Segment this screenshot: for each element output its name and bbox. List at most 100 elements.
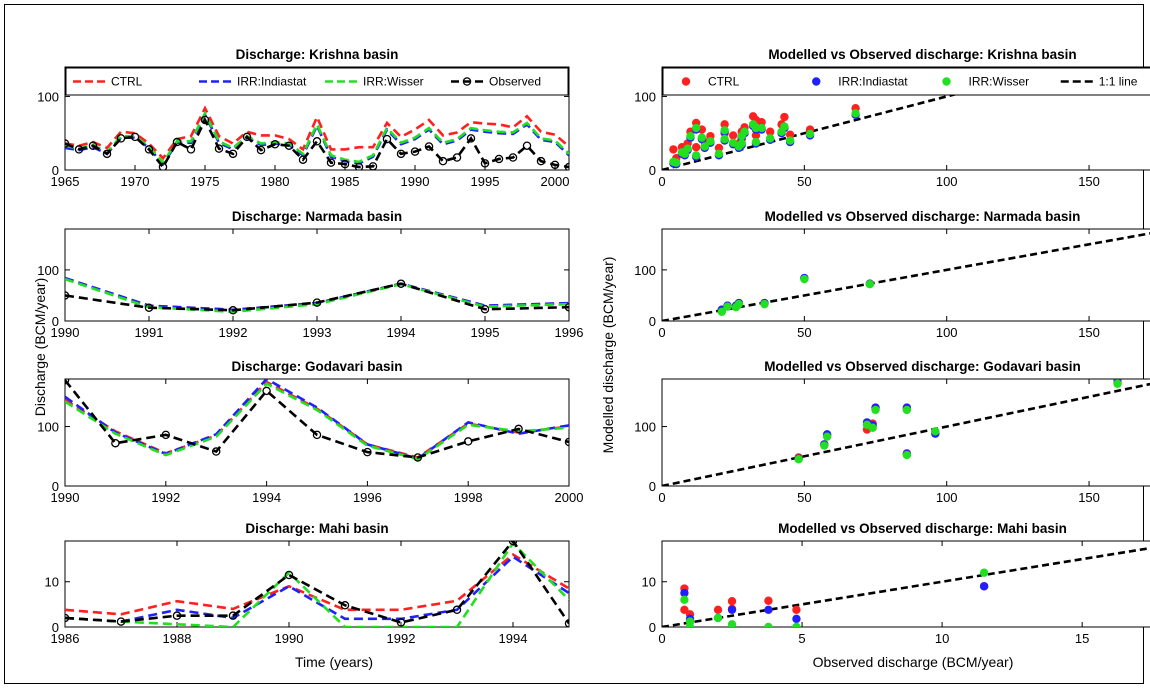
subplot-title: Modelled vs Observed discharge: Godavari… — [764, 359, 1081, 374]
observed-point — [463, 437, 473, 446]
x-tick-label: 100 — [936, 174, 958, 189]
scatter-point-ctrl — [691, 142, 701, 152]
scatter-point-ctrl — [785, 130, 795, 139]
scatter-point-irr-wisser — [706, 137, 715, 146]
y-tick-label: 0 — [649, 620, 656, 635]
subplot-title: Discharge: Narmada basin — [232, 209, 402, 224]
observed-point — [396, 618, 406, 627]
scatter-point-ctrl — [680, 605, 689, 614]
observed-point — [312, 137, 322, 146]
legend-label: CTRL — [708, 75, 740, 89]
scatter-point-irr-wisser — [764, 622, 773, 627]
observed-point — [186, 145, 196, 154]
y-tick-label: 100 — [37, 263, 59, 278]
scatter-point-irr-indiastat — [680, 588, 689, 598]
x-tick-label: 2000 — [541, 174, 570, 189]
y-tick-label: 100 — [634, 420, 656, 435]
left-ylabel: Discharge (BCM/year) — [32, 278, 48, 416]
observed-point — [424, 142, 434, 151]
x-tick-label: 1990 — [51, 490, 80, 505]
observed-point — [326, 158, 336, 167]
legend-dot-swatch — [812, 77, 821, 86]
scatter-point-irr-indiastat — [979, 582, 989, 591]
observed-point — [452, 605, 462, 615]
legend-label: IRR:Wisser — [969, 75, 1030, 89]
y-tick-label: 100 — [37, 89, 59, 104]
legend-label: CTRL — [111, 75, 143, 89]
scatter-point-irr-wisser — [686, 131, 695, 141]
y-tick-label: 100 — [37, 420, 59, 435]
x-tick-label: 1995 — [471, 325, 500, 340]
subplot-5: Modelled vs Observed discharge: Krishna … — [634, 47, 1150, 189]
observed-point — [410, 147, 420, 156]
series-line-observed — [65, 116, 569, 170]
legend-box — [65, 67, 569, 96]
x-tick-label: 1985 — [331, 174, 360, 189]
scatter-point-irr-wisser — [685, 622, 695, 627]
observed-point — [312, 430, 322, 440]
x-tick-label: 100 — [936, 325, 958, 340]
x-tick-label: 0 — [658, 325, 665, 340]
observed-point — [354, 162, 364, 170]
one-to-one-line — [662, 232, 1150, 321]
series-line-irr-wisser — [65, 110, 569, 165]
scatter-point-irr-wisser — [800, 274, 809, 284]
x-tick-label: 1990 — [275, 631, 304, 646]
observed-point — [144, 303, 154, 312]
x-tick-label: 1992 — [219, 325, 248, 340]
observed-point — [88, 141, 98, 150]
y-tick-label: 10 — [642, 575, 656, 590]
observed-point — [480, 159, 490, 168]
plot-area — [65, 379, 569, 462]
scatter-point-irr-wisser — [760, 299, 769, 309]
one-to-one-line — [662, 382, 1150, 486]
y-tick-label: 0 — [649, 163, 656, 178]
scatter-point-irr-wisser — [740, 127, 749, 136]
observed-point — [452, 153, 462, 162]
plot-area — [65, 276, 569, 315]
observed-point — [270, 139, 280, 149]
plots-layer: Discharge: Krishna basin 1965 1970 1975 1980… — [37, 47, 1150, 646]
x-tick-label: 1992 — [151, 490, 180, 505]
legend: CTRL IRR:Indiastat IRR:Wisser 1:1 line — [662, 67, 1150, 96]
x-tick-label: 1993 — [303, 325, 332, 340]
scatter-point-irr-wisser — [680, 595, 689, 605]
legend-label: IRR:Indiastat — [838, 75, 908, 89]
x-tick-label: 1994 — [499, 631, 528, 646]
x-tick-label: 15 — [1075, 631, 1089, 646]
y-tick-label: 0 — [52, 479, 59, 494]
figure-frame — [4, 4, 1144, 684]
series-line-irr-indiastat — [65, 555, 569, 623]
x-tick-label: 150 — [1078, 325, 1100, 340]
x-tick-label: 0 — [658, 174, 665, 189]
x-tick-label: 150 — [1078, 490, 1100, 505]
series-line-observed — [65, 379, 569, 459]
x-tick-label: 10 — [935, 631, 949, 646]
plot-area — [662, 546, 1150, 627]
series-line-irr-indiastat — [65, 379, 569, 461]
observed-point — [564, 619, 569, 627]
x-tick-label: 150 — [1078, 174, 1100, 189]
observed-point — [438, 156, 448, 166]
x-tick-label: 1995 — [471, 174, 500, 189]
scatter-point-irr-wisser — [700, 142, 709, 151]
scatter-point-irr-indiastat — [727, 605, 737, 614]
observed-point — [284, 141, 294, 150]
series-line-irr-indiastat — [65, 111, 569, 167]
x-tick-label: 1965 — [51, 174, 80, 189]
x-tick-label: 0 — [658, 631, 665, 646]
subplot-3: Discharge: Godavari basin 1990 1992 1994 199… — [37, 359, 583, 505]
scatter-point-irr-wisser — [697, 133, 707, 142]
scatter-point-irr-wisser — [1113, 379, 1122, 388]
observed-point — [312, 298, 322, 307]
scatter-point-ctrl — [792, 605, 801, 614]
scatter-point-irr-wisser — [751, 137, 761, 147]
x-tick-label: 1988 — [163, 631, 192, 646]
observed-point — [298, 155, 308, 164]
scatter-point-irr-wisser — [902, 450, 912, 460]
x-tick-label: 1970 — [121, 174, 150, 189]
scatter-point-irr-wisser — [865, 280, 875, 289]
subplot-4: Discharge: Mahi basin 1986 1988 1990 1992 199… — [45, 521, 570, 646]
axes-frame — [64, 540, 570, 628]
